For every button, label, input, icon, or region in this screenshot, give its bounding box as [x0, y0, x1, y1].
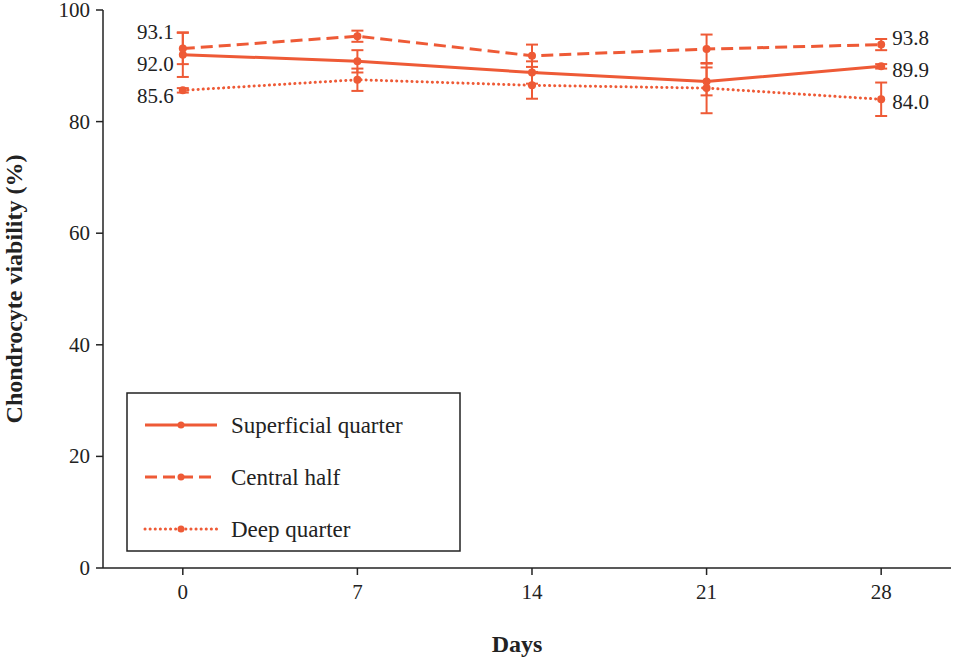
marker — [353, 76, 361, 84]
marker — [528, 52, 536, 60]
annotation: 84.0 — [892, 90, 929, 114]
y-axis — [102, 10, 104, 568]
marker — [703, 45, 711, 53]
annotation: 92.0 — [137, 52, 174, 76]
annotation: 93.8 — [892, 26, 929, 50]
legend: Superficial quarter Central half Deep quar… — [127, 393, 460, 551]
marker — [528, 81, 536, 89]
legend-label: Central half — [231, 465, 341, 490]
series — [177, 31, 887, 67]
marker — [179, 86, 187, 94]
error-stem — [182, 32, 184, 77]
legend-label: Superficial quarter — [231, 413, 403, 438]
annotation: 89.9 — [892, 58, 929, 82]
annotation: 85.6 — [137, 84, 174, 108]
x-tick — [880, 568, 882, 575]
legend-marker — [178, 526, 185, 533]
chart: 0 20 40 60 80 100 0 7 14 21 28 Days Chondrocyte viab… — [0, 0, 969, 661]
error-cap — [875, 115, 887, 117]
error-cap — [177, 76, 189, 78]
legend-label: Deep quarter — [231, 517, 351, 542]
marker — [353, 32, 361, 40]
y-tick — [96, 9, 103, 11]
marker — [877, 95, 885, 103]
error-cap — [177, 63, 189, 65]
x-tick — [706, 568, 708, 575]
x-tick — [531, 568, 533, 575]
x-axis — [103, 567, 951, 569]
legend-marker — [178, 422, 185, 429]
marker — [877, 62, 885, 70]
y-tick-label: 0 — [80, 556, 91, 580]
error-cap — [701, 112, 713, 114]
series — [177, 32, 887, 95]
annotation: 93.1 — [137, 20, 174, 44]
x-tick-label: 7 — [352, 580, 363, 604]
error-cap — [526, 44, 538, 46]
x-tick-label: 0 — [178, 580, 189, 604]
error-cap — [177, 32, 189, 34]
y-tick — [96, 456, 103, 458]
x-tick-label: 14 — [521, 580, 543, 604]
y-tick — [96, 567, 103, 569]
error-cap — [526, 98, 538, 100]
error-cap — [701, 62, 713, 64]
legend-box — [127, 393, 460, 551]
y-tick-label: 40 — [69, 333, 90, 357]
legend-marker — [178, 474, 185, 481]
error-cap — [351, 49, 363, 51]
error-cap — [875, 38, 887, 40]
marker — [877, 41, 885, 49]
error-cap — [351, 41, 363, 43]
error-cap — [526, 71, 538, 73]
marker — [179, 45, 187, 53]
error-cap — [875, 82, 887, 84]
y-tick — [96, 232, 103, 234]
y-tick-label: 100 — [59, 0, 91, 22]
series-line — [183, 80, 881, 100]
x-axis-title: Days — [492, 631, 543, 657]
error-cap — [177, 31, 189, 33]
error-cap — [351, 68, 363, 70]
marker — [353, 57, 361, 65]
y-tick-label: 20 — [69, 444, 90, 468]
y-tick — [96, 121, 103, 123]
error-cap — [526, 66, 538, 68]
x-tick-label: 21 — [696, 580, 717, 604]
error-cap — [875, 49, 887, 51]
x-tick-label: 28 — [871, 580, 892, 604]
y-tick-label: 60 — [69, 221, 90, 245]
x-tick — [182, 568, 184, 575]
y-tick-label: 80 — [69, 110, 90, 134]
x-tick — [357, 568, 359, 575]
error-cap — [351, 30, 363, 32]
y-axis-title: Chondrocyte viability (%) — [1, 155, 27, 424]
error-cap — [351, 90, 363, 92]
marker — [703, 84, 711, 92]
y-tick — [96, 344, 103, 346]
error-cap — [701, 34, 713, 36]
series — [177, 63, 887, 116]
plot-area — [177, 31, 887, 116]
